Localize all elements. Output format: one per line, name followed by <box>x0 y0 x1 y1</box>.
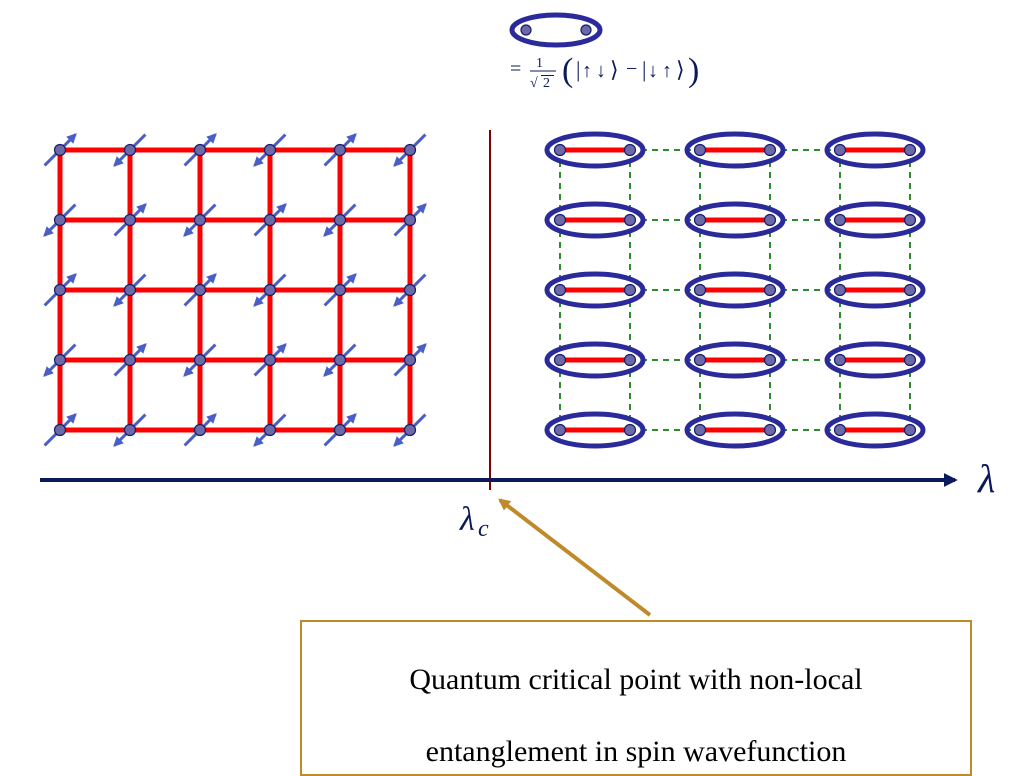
svg-text:1: 1 <box>536 56 543 71</box>
svg-text:=: = <box>510 58 521 80</box>
right-lattice <box>547 134 923 446</box>
svg-text:↓: ↓ <box>596 60 606 82</box>
svg-text:−: − <box>626 58 637 80</box>
lambda-label: λ <box>977 456 995 501</box>
caption-line1: Quantum critical point with non-local <box>409 663 862 696</box>
left-lattice <box>45 135 426 446</box>
svg-text:|: | <box>576 57 580 82</box>
svg-text:⟩: ⟩ <box>610 57 619 82</box>
svg-text:2: 2 <box>543 76 550 91</box>
svg-text:|: | <box>642 57 646 82</box>
svg-text:↑: ↑ <box>582 60 592 82</box>
svg-text:c: c <box>478 516 489 542</box>
caption-box: Quantum critical point with non-local en… <box>300 620 972 776</box>
svg-text:√: √ <box>530 76 538 91</box>
singlet-formula: =1√2(|↑↓⟩−|↓↑⟩) <box>510 52 699 91</box>
svg-text:): ) <box>688 52 699 89</box>
lambda-c-label: λ <box>459 501 475 538</box>
svg-text:(: ( <box>562 52 573 89</box>
svg-text:↑: ↑ <box>662 60 672 82</box>
svg-text:⟩: ⟩ <box>676 57 685 82</box>
legend-dimer <box>512 15 600 45</box>
svg-text:↓: ↓ <box>648 60 658 82</box>
annotation-arrow <box>500 500 650 615</box>
caption-line2: entanglement in spin wavefunction <box>426 735 847 768</box>
